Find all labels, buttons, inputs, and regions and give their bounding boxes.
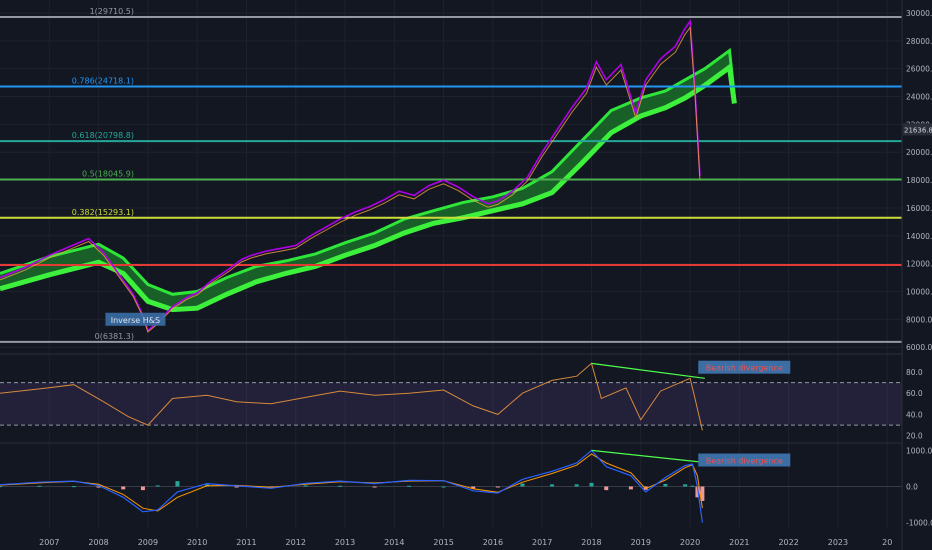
price-axis-tick-label: 30000.0: [906, 9, 932, 18]
macd-histogram-bar: [690, 485, 695, 487]
cloud-lower-line: [0, 62, 737, 313]
time-axis-tick-label: 2009: [138, 538, 158, 547]
price-axis-tick-label: 26000.0: [906, 65, 932, 74]
macd-divergence-line: [591, 449, 710, 464]
fib-level-label: 0.618(20798.8): [72, 131, 134, 140]
annotation-box: [105, 312, 166, 326]
fib-level-label: 0.382(15293.1): [72, 208, 134, 217]
current-price-tag: [903, 123, 932, 136]
macd-histogram-bar: [175, 481, 180, 487]
rsi-band: [0, 382, 902, 426]
macd-histogram-bar: [303, 485, 308, 487]
fib-level-label: 0.5(18045.9): [82, 169, 134, 178]
time-axis-tick-label: 20: [882, 538, 892, 547]
price-axis-tick-label: 8000.0: [906, 315, 932, 324]
macd-histogram-bar: [338, 485, 343, 487]
time-axis-tick-label: 2011: [236, 538, 256, 547]
macd-histogram-bar: [372, 486, 377, 488]
price-axis-tick-label: 16000.0: [906, 204, 932, 213]
time-axis-tick-label: 2022: [778, 538, 798, 547]
rsi-annotation-box: [698, 360, 791, 374]
rsi-axis-tick-label: 80.0: [906, 368, 923, 377]
rsi-divergence-line: [591, 362, 705, 379]
macd-axis-tick-label: -1000.0: [906, 519, 932, 528]
time-axis-tick-label: 2008: [88, 538, 108, 547]
axes: 30000.028000.026000.024000.022000.020000…: [39, 9, 932, 547]
price-axis-tick-label: 12000.0: [906, 260, 932, 269]
time-axis-tick-label: 2007: [39, 538, 59, 547]
macd-histogram-bar: [155, 485, 160, 487]
rsi-axis-tick-label: 40.0: [906, 410, 923, 419]
time-axis-tick-label: 2013: [335, 538, 355, 547]
time-axis-tick-label: 2023: [828, 538, 848, 547]
macd-histogram-bar: [0, 486, 2, 488]
price-axis-tick-label: 24000.0: [906, 93, 932, 102]
macd-histogram-bar: [495, 486, 500, 488]
price-axis-tick-label: 6000.0: [906, 343, 932, 352]
rsi-annotation-label: Bearish divergence: [706, 364, 783, 373]
macd-annotation-box: [698, 453, 791, 467]
macd-histogram-bar: [663, 483, 668, 487]
rsi-axis-tick-label: 20.0: [906, 432, 923, 441]
macd-histogram-bar: [471, 486, 476, 489]
macd-histogram-bar: [628, 486, 633, 490]
macd-histogram-bar: [234, 486, 239, 488]
macd-histogram-bar: [441, 486, 446, 488]
macd-histogram-bar: [550, 484, 555, 487]
macd-histogram-bar: [683, 484, 688, 487]
fib-level-label: 1(29710.5): [90, 7, 134, 16]
time-axis-tick-label: 2019: [631, 538, 651, 547]
rsi-panel[interactable]: Bearish divergence: [0, 360, 902, 431]
time-axis-tick-label: 2018: [581, 538, 601, 547]
time-axis-tick-label: 2017: [532, 538, 552, 547]
macd-axis-tick-label: 0.0: [906, 483, 918, 492]
macd-axis-tick-label: 1000.0: [906, 446, 932, 455]
time-axis-tick-label: 2015: [433, 538, 453, 547]
price-axis-tick-label: 14000.0: [906, 232, 932, 241]
macd-histogram-bar: [574, 484, 579, 487]
macd-panel[interactable]: Bearish divergence: [0, 449, 902, 523]
fib-level-label: 0(6381.3): [95, 332, 134, 341]
time-axis-tick-label: 2020: [680, 538, 700, 547]
time-axis-tick-label: 2016: [483, 538, 503, 547]
price-axis-tick-label: 10000.0: [906, 288, 932, 297]
time-axis-tick-label: 2021: [729, 538, 749, 547]
time-axis-tick-label: 2010: [187, 538, 207, 547]
price-axis-tick-label: 20000.0: [906, 148, 932, 157]
macd-histogram-bar: [71, 486, 76, 488]
time-axis-tick-label: 2012: [286, 538, 306, 547]
macd-histogram-bar: [407, 485, 412, 487]
cloud-upper-line: [0, 47, 736, 296]
price-axis-tick-label: 18000.0: [906, 176, 932, 185]
price-axis-tick-label: 28000.0: [906, 37, 932, 46]
macd-histogram-bar: [520, 483, 525, 487]
macd-histogram-bar: [96, 486, 101, 488]
annotation-label: Inverse H&S: [111, 316, 160, 325]
macd-histogram-bar: [589, 482, 594, 487]
fib-level-label: 0.786(24718.1): [72, 77, 134, 86]
price-panel[interactable]: 1(29710.5) 0.786(24718.1) 0.618(20798.8) 0.…: [0, 7, 902, 343]
macd-histogram-bar: [604, 486, 609, 491]
time-axis-tick-label: 2014: [384, 538, 404, 547]
macd-histogram-bar: [121, 486, 126, 490]
macd-annotation-label: Bearish divergence: [706, 457, 783, 466]
macd-histogram-bar: [695, 486, 700, 498]
grid: [0, 0, 902, 528]
rsi-axis-tick-label: 60.0: [906, 389, 923, 398]
rsi-line: [0, 362, 703, 431]
macd-histogram-bar: [140, 486, 145, 491]
current-price-label: 21636.8: [904, 126, 932, 134]
macd-line: [0, 449, 703, 523]
macd-histogram-bar: [37, 485, 42, 487]
macd-histogram-bar: [700, 486, 705, 501]
